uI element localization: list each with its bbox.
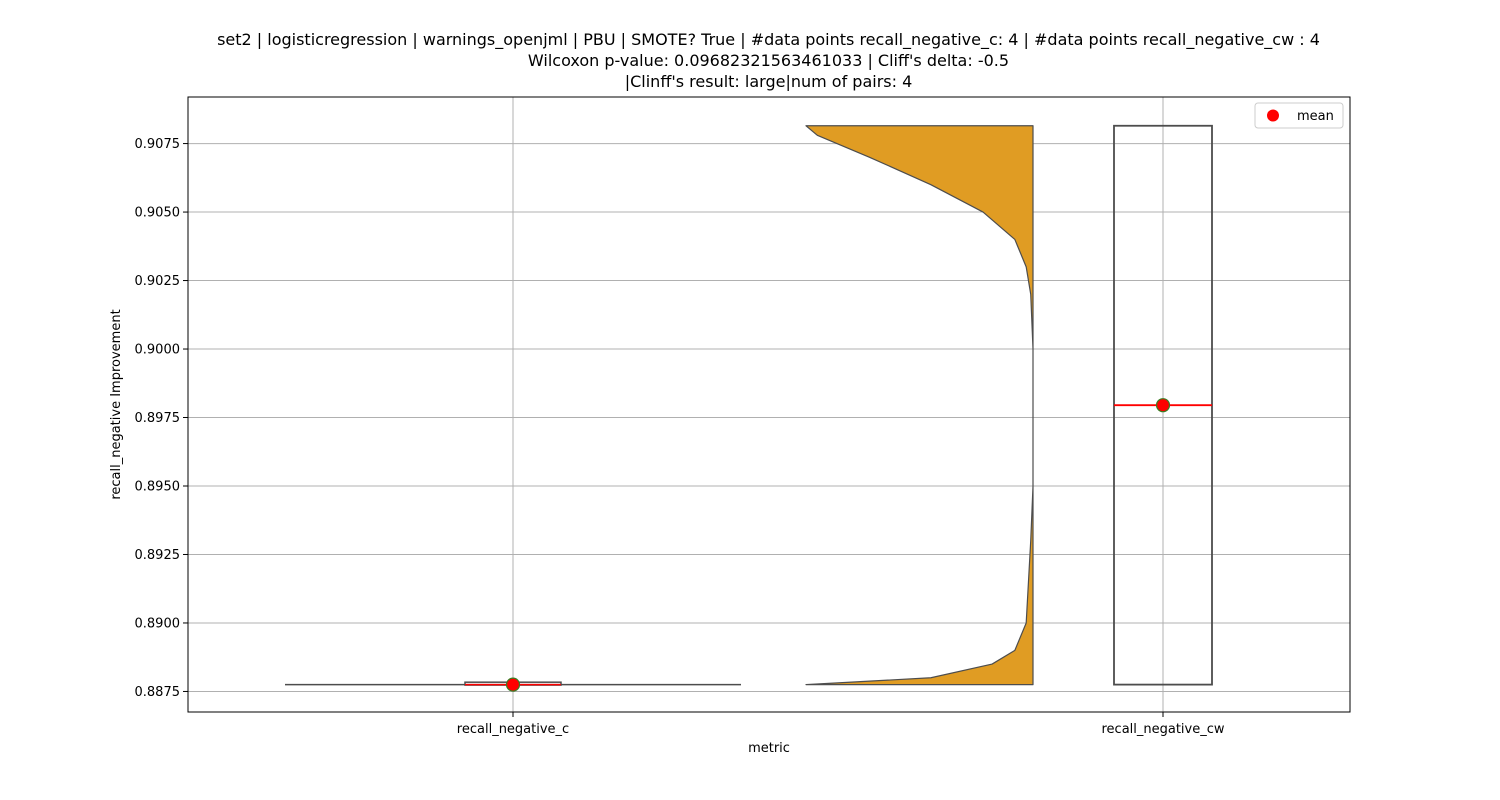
y-tick-label: 0.8900 [135,616,181,631]
y-tick-label: 0.9000 [135,343,181,358]
y-tick-label: 0.8950 [135,479,181,494]
legend-box [1254,102,1344,129]
mean-marker-recall-negative-cw [1155,398,1171,413]
x-tick-label: recall_negative_c [457,722,569,737]
legend: mean [1254,102,1344,129]
y-tick-label: 0.9025 [135,274,181,289]
chart-title-line-2: Wilcoxon p-value: 0.09682321563461033 | … [527,51,1010,70]
violin-recall-negative-cw [805,125,1034,686]
chart-title-line-3: |Clinff's result: large|num of pairs: 4 [624,72,913,91]
y-tick-label: 0.9075 [135,137,181,152]
y-tick-label: 0.9050 [135,206,181,221]
axes: 0.8875 0.8900 0.8925 0.8950 0.8975 0.9000 0.90… [135,137,1225,737]
plot-marks [285,124,1213,692]
mean-marker-recall-negative-c [505,677,521,692]
plot-frame [187,96,1351,713]
legend-mean-marker [1267,109,1279,122]
legend-mean-label: mean [1297,109,1334,124]
grid-lines [188,97,1350,712]
y-axis-label: recall_negative Improvement [109,309,124,499]
y-tick-label: 0.8875 [135,685,181,700]
chart-title-line-1: set2 | logisticregression | warnings_ope… [217,30,1320,49]
y-tick-label: 0.8925 [135,548,181,563]
y-tick-label: 0.8975 [135,411,181,426]
x-tick-label: recall_negative_cw [1101,722,1224,737]
x-axis-label: metric [748,741,790,756]
